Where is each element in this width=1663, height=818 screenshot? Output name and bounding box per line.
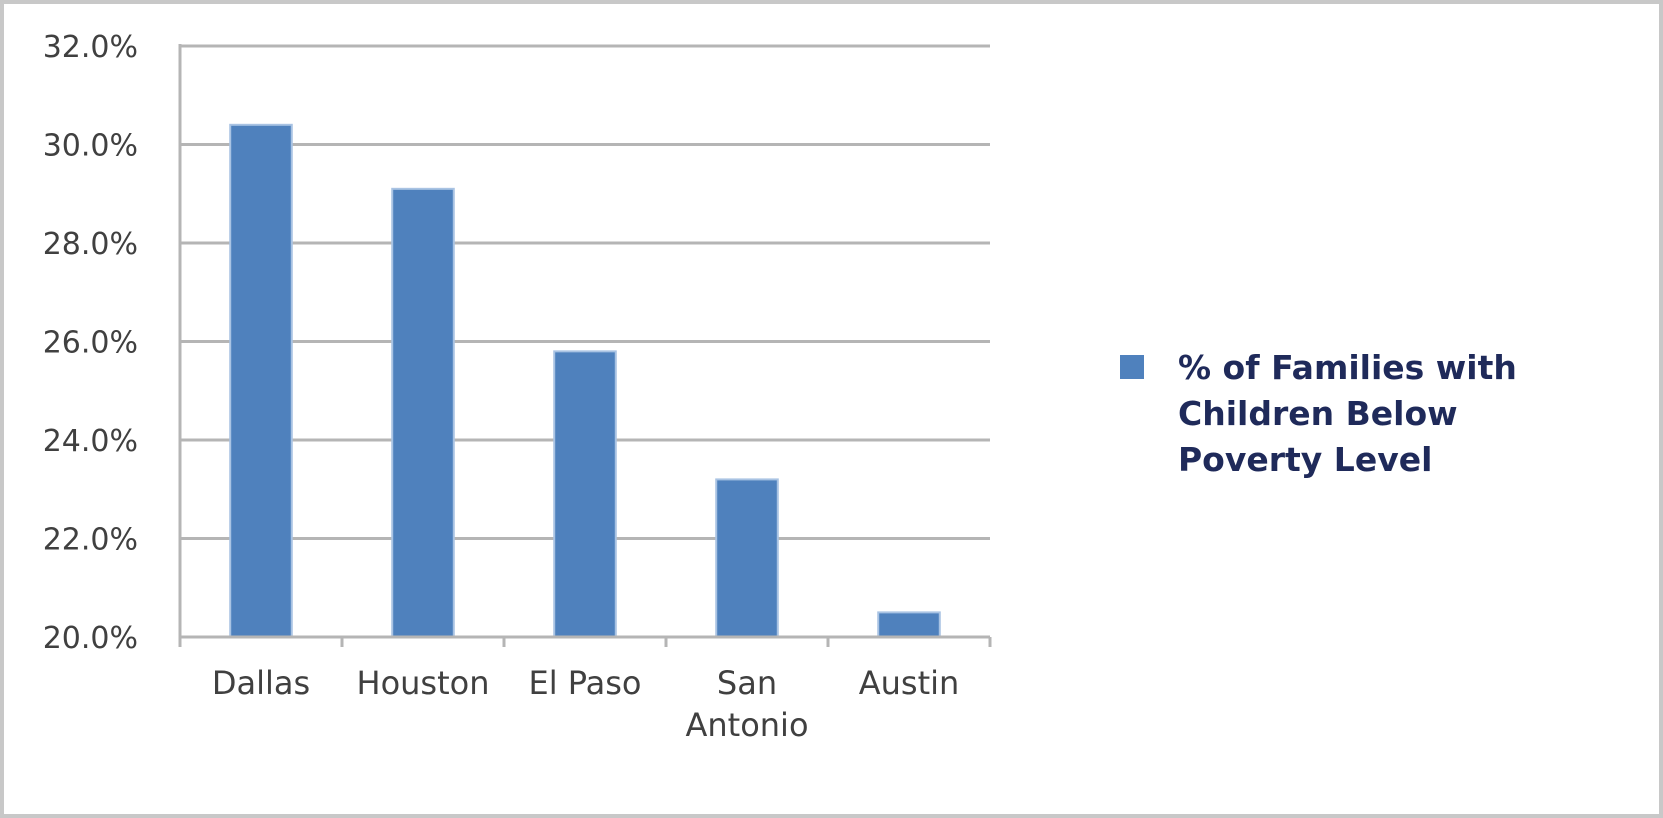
y-tick-label: 28.0% [43, 227, 138, 262]
legend-label: % of Families with Children Below Povert… [1178, 348, 1517, 479]
bar-houston [391, 187, 455, 638]
y-tick-label: 20.0% [43, 621, 138, 656]
x-category-label: San [717, 664, 777, 702]
x-category-label: El Paso [529, 664, 642, 702]
bar-austin [877, 611, 941, 638]
bar-dallas [229, 123, 293, 639]
y-tick-label: 22.0% [43, 523, 138, 558]
x-category-label: Dallas [212, 664, 310, 702]
bars [229, 123, 941, 639]
y-tick-label: 30.0% [43, 129, 138, 164]
x-category-label: Austin [859, 664, 960, 702]
bar-san-antonio [715, 478, 779, 638]
y-tick-labels: 20.0% 22.0% 24.0% 26.0% 28.0% 30.0% 32.0% [43, 30, 138, 656]
y-tick-label: 24.0% [43, 424, 138, 459]
x-category-label: Houston [357, 664, 490, 702]
y-tick-label: 26.0% [43, 326, 138, 361]
gridlines [180, 44, 990, 540]
x-category-labels: Dallas Houston El Paso San Antonio Austin [212, 664, 959, 744]
bar-el-paso [553, 350, 617, 638]
axes [178, 44, 992, 647]
y-tick-label: 32.0% [43, 30, 138, 65]
x-category-label: Antonio [685, 706, 808, 744]
legend-swatch [1120, 355, 1144, 379]
